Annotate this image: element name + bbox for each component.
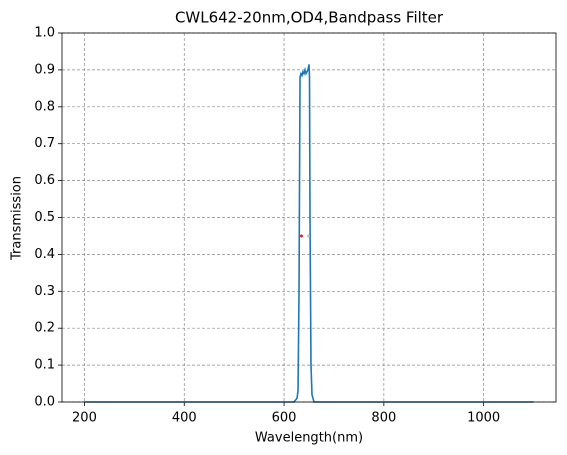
x-tick-label: 600 (272, 411, 297, 426)
x-tick-label: 400 (172, 411, 197, 426)
y-tick-label: 0.7 (34, 136, 55, 151)
y-axis-label: Transmission (10, 176, 25, 261)
y-tick-label: 0.6 (34, 173, 55, 188)
y-tick-label: 0.3 (34, 284, 55, 299)
chart-title: CWL642-20nm,OD4,Bandpass Filter (175, 9, 444, 27)
y-tick-label: 0.1 (34, 358, 55, 373)
y-tick-label: 0.8 (34, 99, 55, 114)
x-tick-label: 1000 (467, 411, 500, 426)
plot-frame (61, 32, 557, 403)
marker (307, 234, 311, 238)
y-tick-label: 1.0 (34, 26, 55, 41)
x-tick-label: 200 (72, 411, 97, 426)
y-tick-label: 0.4 (34, 247, 55, 262)
x-axis-label: Wavelength(nm) (255, 431, 363, 446)
y-tick-label: 0.5 (34, 210, 55, 225)
y-tick-label: 0.2 (34, 321, 55, 336)
marker (300, 234, 304, 238)
y-tick-label: 0.9 (34, 62, 55, 77)
x-tick-label: 800 (371, 411, 396, 426)
y-tick-label: 0.0 (34, 395, 55, 410)
line (84, 64, 534, 403)
